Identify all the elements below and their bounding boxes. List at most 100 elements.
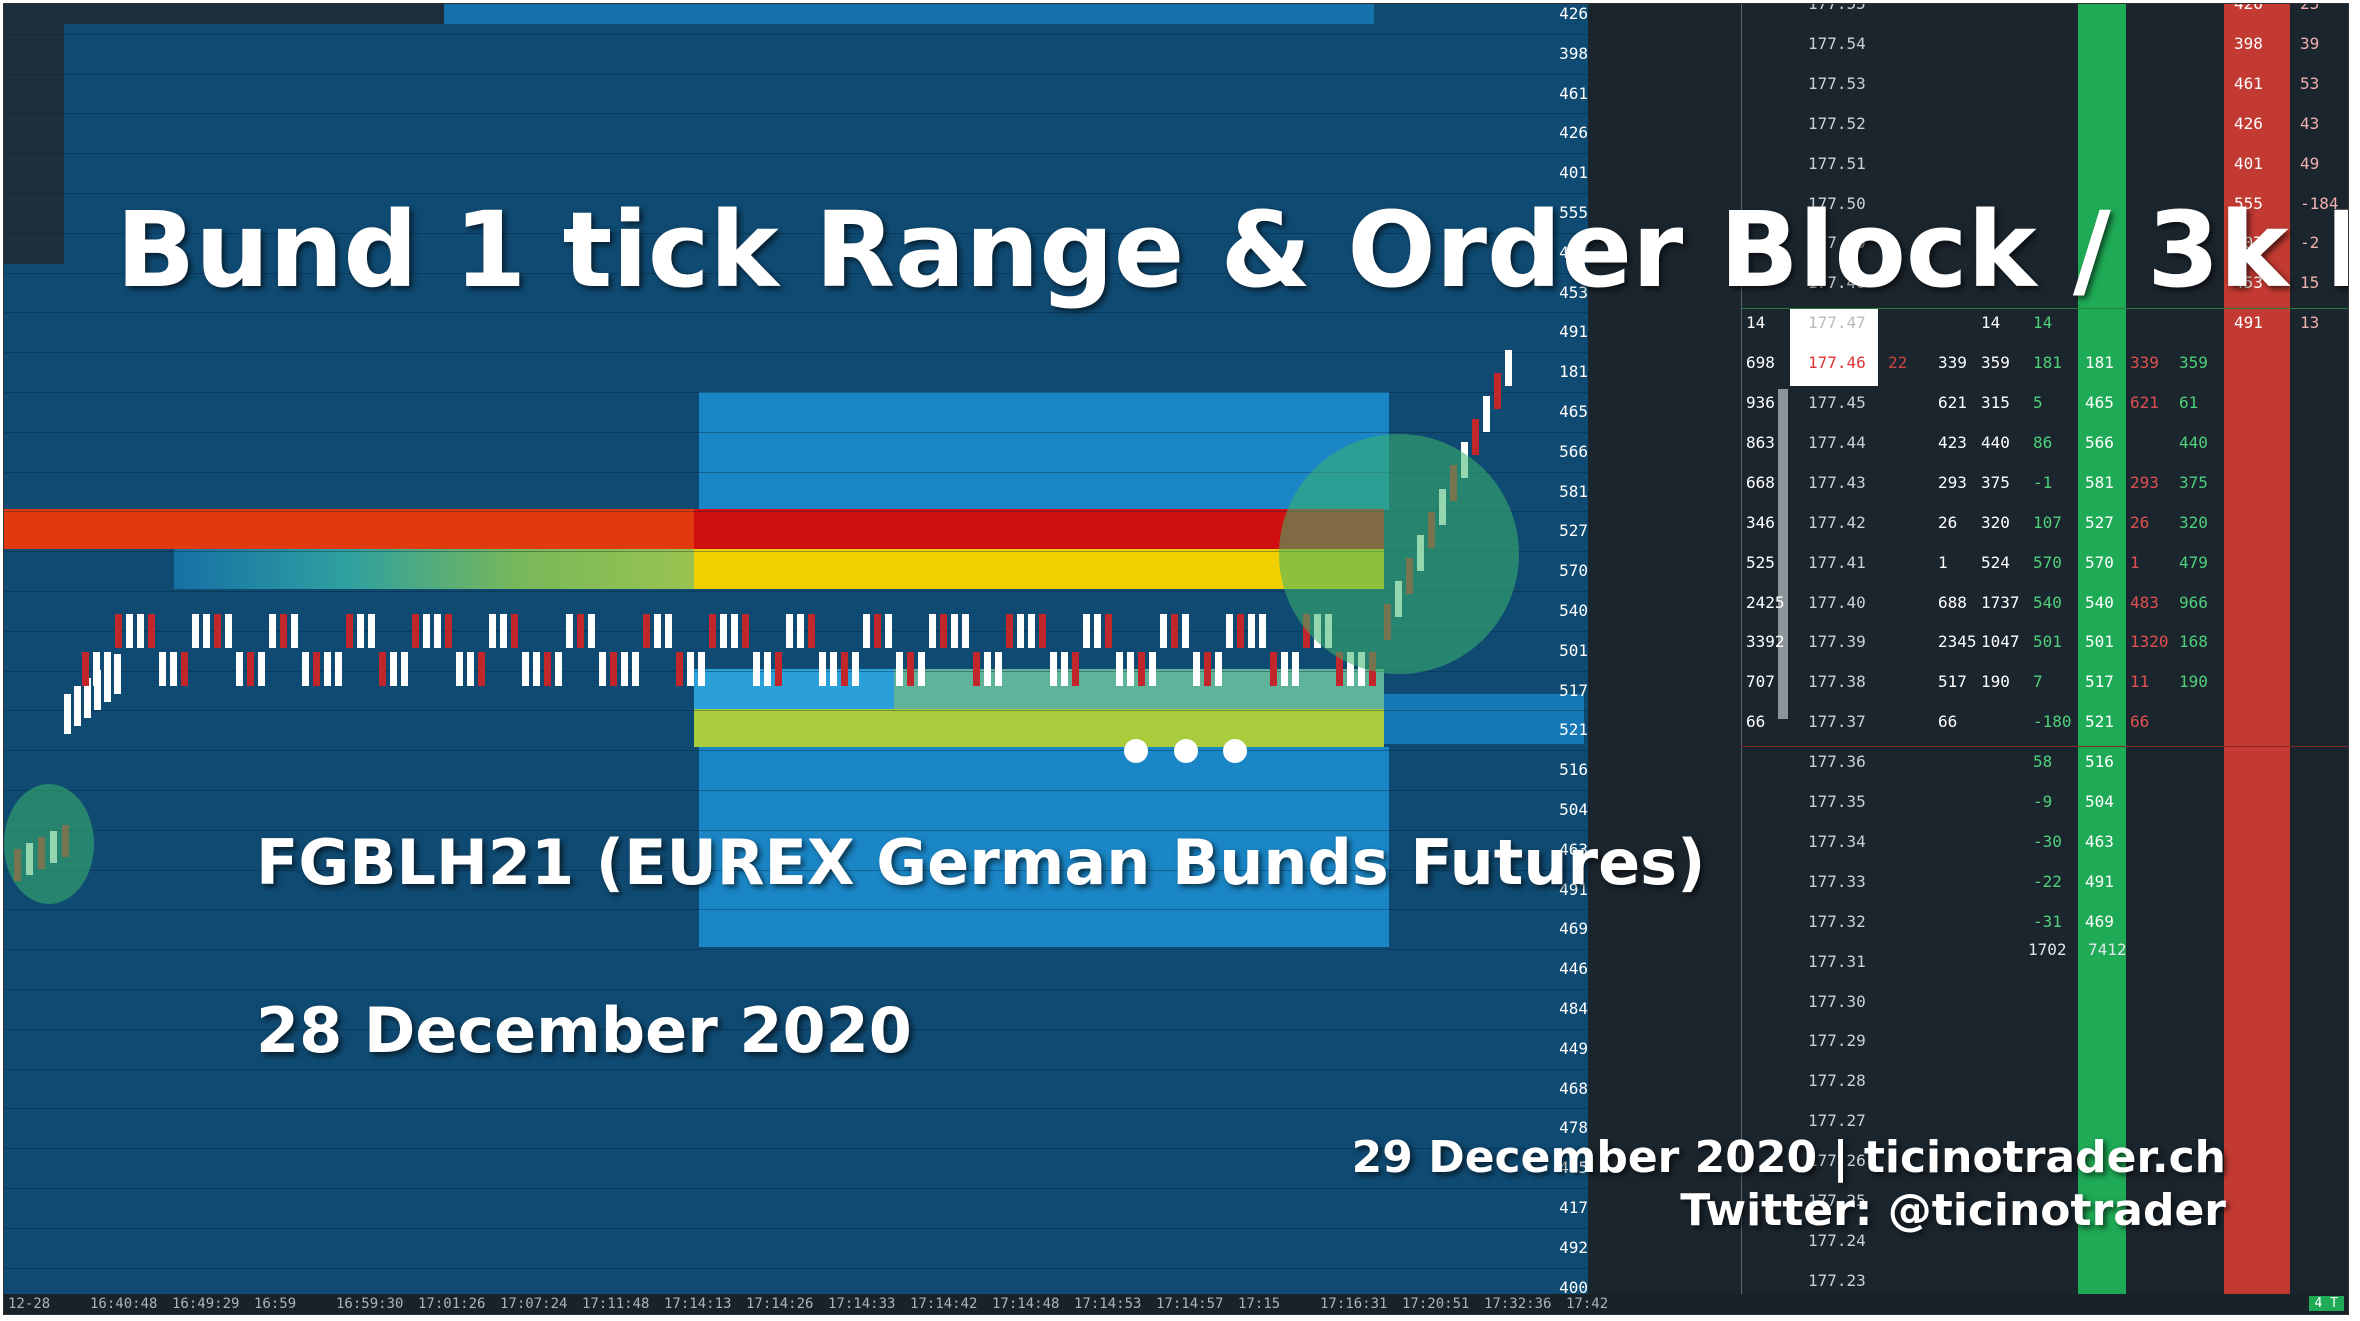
ladder-volume: 516	[2085, 752, 2114, 772]
ladder-bid-size: 936	[1746, 393, 1775, 412]
ladder-bid-pull: 320	[2179, 512, 2208, 532]
ladder-price: 177.23	[1808, 1270, 1866, 1290]
time-label: 17:16:31	[1320, 1296, 1388, 1312]
dark-corner-2	[4, 24, 64, 264]
ladder-bid-vol: 1	[1938, 552, 1948, 572]
heatmap-volume-label: 491	[1559, 879, 1588, 899]
candle	[687, 652, 694, 686]
ladder-price: 177.32	[1808, 911, 1866, 931]
ladder-bid-pull: 168	[2179, 632, 2208, 652]
candle	[93, 652, 100, 686]
candle	[291, 614, 298, 648]
heatmap-volume-label: 484	[1559, 999, 1588, 1018]
main-title: Bund 1 tick Range & Order Block / 3k Pul…	[116, 189, 2349, 311]
candle	[181, 652, 188, 686]
ladder-ask-size: 426	[2234, 3, 2263, 13]
ladder-ask-size: 407	[2234, 233, 2263, 253]
heatmap-volume-label: 417	[1559, 1198, 1588, 1217]
grid-line	[4, 591, 1588, 592]
ladder-volume: 469	[2085, 911, 2114, 931]
heatmap-panel[interactable]: 426 398 461 426 401 555 407 453 491 181 465 566 581 5…	[4, 4, 1588, 1294]
candle	[808, 614, 815, 648]
candle	[984, 652, 991, 686]
candle	[64, 694, 71, 734]
total-left: 1702	[2028, 940, 2067, 959]
grid-line	[4, 869, 1588, 871]
candle	[1116, 652, 1123, 686]
heatmap-volume-label: 463	[1559, 839, 1588, 859]
candle	[918, 652, 925, 686]
candle	[1083, 614, 1090, 648]
candle	[896, 652, 903, 686]
ladder-ask-delta: -184	[2300, 193, 2339, 213]
ladder-volume: 540	[2085, 592, 2114, 612]
ladder-volume: 181	[2085, 353, 2114, 373]
ladder-bid-pull: 966	[2179, 592, 2208, 612]
candle	[632, 652, 639, 686]
ladder-bid-size: 668	[1746, 472, 1775, 492]
candle	[709, 614, 716, 648]
ladder-bid-size: 66	[1746, 712, 1766, 732]
ladder-price: 177.39	[1808, 632, 1866, 652]
candle	[1483, 396, 1490, 433]
ladder-bid-vol: 339	[1938, 353, 1967, 373]
time-label: 17:14:13	[664, 1296, 732, 1312]
price-ladder[interactable]: 177.55 426 23 177.54 398 39 177.53 461 53 177.52 4…	[1588, 4, 2348, 1294]
ladder-ask-size: 398	[2234, 33, 2263, 53]
candle	[764, 652, 771, 686]
ladder-bid-vol: 293	[1938, 472, 1967, 492]
candle	[929, 614, 936, 648]
candle	[203, 614, 210, 648]
candle	[148, 614, 155, 648]
time-label: 17:01:26	[418, 1296, 486, 1312]
ladder-price: 177.31	[1808, 951, 1866, 971]
candle	[742, 614, 749, 648]
ladder-volume: 570	[2085, 552, 2114, 572]
ladder-price: 177.35	[1808, 792, 1866, 811]
ladder-ask-vol: 359	[1981, 353, 2010, 373]
heatmap-volume-label: 491	[1559, 322, 1588, 342]
grid-line	[4, 1188, 1588, 1189]
ladder-ask-delta: 39	[2300, 33, 2320, 53]
candle	[995, 652, 1002, 686]
heatmap-volume-label: 453	[1559, 282, 1588, 302]
candle	[1138, 652, 1145, 686]
candle	[830, 652, 837, 686]
candle	[489, 614, 496, 648]
candle	[1237, 614, 1244, 648]
grid-line	[4, 471, 1588, 473]
grid-line	[4, 1068, 1588, 1070]
candle	[511, 614, 518, 648]
candle	[412, 614, 419, 648]
ladder-price: 177.38	[1808, 672, 1866, 692]
candle	[885, 614, 892, 648]
candle	[1292, 652, 1299, 686]
ladder-bid-size: 14	[1746, 313, 1766, 333]
ladder-ask-vol: 1737	[1981, 592, 2020, 612]
candle	[1193, 652, 1200, 686]
candle	[698, 652, 705, 686]
ladder-price: 177.43	[1808, 472, 1866, 492]
candle	[1226, 614, 1233, 648]
candle	[1050, 652, 1057, 686]
heatmap-volume-label: 566	[1559, 441, 1588, 461]
ladder-ask-pull: 11	[2130, 672, 2150, 692]
candle	[1072, 652, 1079, 686]
ladder-delta: 181	[2033, 353, 2062, 373]
candle	[1204, 652, 1211, 686]
candle	[74, 686, 81, 726]
ladder-ask-pull: 1	[2130, 552, 2140, 572]
heatmap-volume-label: 398	[1559, 43, 1588, 63]
candle	[1017, 614, 1024, 648]
ladder-ask-size: 461	[2234, 73, 2263, 93]
heatmap-volume-label: 504	[1559, 800, 1588, 819]
candle	[599, 652, 606, 686]
candle	[588, 614, 595, 648]
time-label: 16:40:48	[90, 1296, 158, 1312]
ladder-mid: 22	[1888, 353, 1908, 373]
candle	[566, 614, 573, 648]
grid-line	[4, 193, 1588, 194]
ladder-price: 177.54	[1808, 33, 1866, 53]
candle	[522, 652, 529, 686]
trading-chart-frame: 426 398 461 426 401 555 407 453 491 181 465 566 581 5…	[3, 3, 2349, 1315]
